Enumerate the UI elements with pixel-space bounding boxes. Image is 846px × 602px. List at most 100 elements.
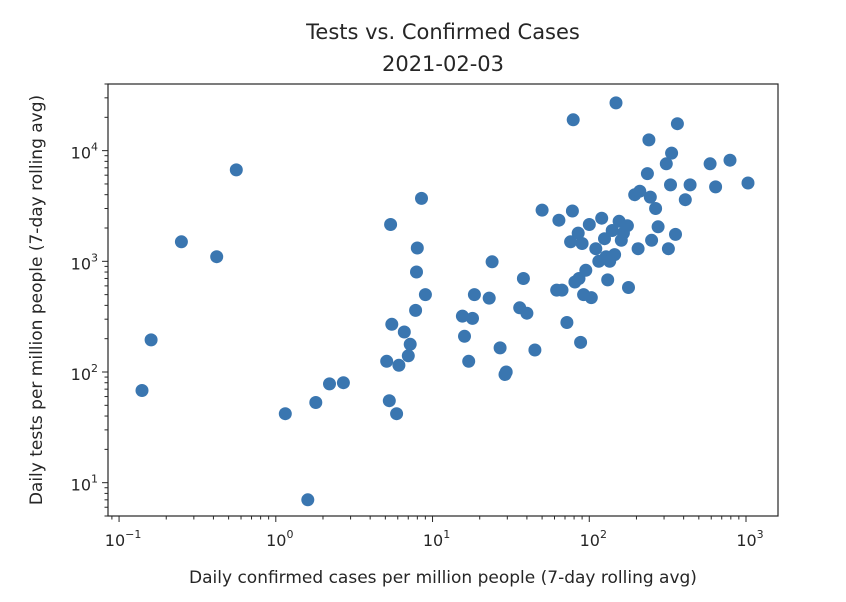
scatter-point bbox=[555, 283, 569, 297]
scatter-point bbox=[565, 204, 579, 218]
scatter-point bbox=[589, 242, 603, 256]
points-layer bbox=[135, 96, 755, 507]
scatter-point bbox=[403, 337, 417, 351]
scatter-point bbox=[493, 341, 507, 355]
scatter-point bbox=[552, 213, 566, 227]
scatter-point bbox=[601, 273, 615, 287]
x-axis-label: Daily confirmed cases per million people… bbox=[189, 568, 697, 588]
scatter-point bbox=[499, 365, 513, 379]
scatter-point bbox=[520, 306, 534, 320]
scatter-point bbox=[631, 242, 645, 256]
x-tick-label: 101 bbox=[423, 528, 450, 550]
y-tick-label-exponent: 4 bbox=[91, 141, 98, 154]
scatter-point bbox=[467, 288, 481, 302]
scatter-point bbox=[566, 113, 580, 127]
scatter-point bbox=[397, 325, 411, 339]
scatter-point bbox=[409, 303, 423, 317]
y-tick-label: 102 bbox=[71, 362, 98, 384]
scatter-point bbox=[723, 153, 737, 167]
scatter-point bbox=[633, 184, 647, 198]
scatter-point bbox=[301, 493, 315, 507]
scatter-point bbox=[458, 329, 471, 343]
scatter-point bbox=[564, 235, 578, 249]
scatter-point bbox=[535, 203, 549, 217]
scatter-point bbox=[598, 232, 611, 246]
x-tick-label-base: 10 bbox=[423, 531, 443, 550]
scatter-point bbox=[664, 178, 677, 192]
scatter-point bbox=[645, 233, 659, 247]
x-tick-label-base: 10 bbox=[105, 531, 125, 550]
scatter-point bbox=[659, 157, 673, 171]
scatter-point bbox=[418, 288, 432, 302]
scatter-point bbox=[640, 167, 654, 181]
y-tick-label-exponent: 1 bbox=[91, 473, 98, 486]
scatter-point bbox=[571, 226, 585, 240]
scatter-point bbox=[382, 394, 396, 408]
scatter-point bbox=[415, 191, 428, 205]
scatter-point bbox=[651, 220, 665, 234]
scatter-point bbox=[605, 224, 619, 237]
scatter-point bbox=[678, 193, 692, 207]
scatter-point bbox=[455, 309, 469, 323]
scatter-point bbox=[144, 333, 158, 347]
scatter-point bbox=[669, 227, 682, 241]
scatter-point bbox=[516, 272, 530, 285]
scatter-point bbox=[309, 396, 323, 409]
x-ticks: 10−1 100 101 102 103 bbox=[105, 516, 764, 550]
x-tick-label-exponent: 0 bbox=[286, 528, 293, 541]
y-tick-label: 103 bbox=[71, 251, 98, 273]
x-tick-label-exponent: 3 bbox=[757, 528, 764, 541]
scatter-point bbox=[384, 218, 398, 231]
x-tick-label-base: 10 bbox=[266, 531, 286, 550]
x-tick-label-exponent: −1 bbox=[125, 528, 141, 541]
scatter-point bbox=[574, 335, 588, 349]
scatter-point bbox=[608, 248, 622, 262]
scatter-point bbox=[229, 163, 243, 177]
x-tick-label-exponent: 1 bbox=[443, 528, 450, 541]
y-tick-label-base: 10 bbox=[71, 365, 91, 384]
scatter-point bbox=[584, 291, 598, 305]
scatter-point bbox=[643, 190, 657, 204]
y-tick-label: 101 bbox=[71, 473, 98, 495]
scatter-point bbox=[401, 349, 415, 363]
y-tick-label-exponent: 2 bbox=[91, 362, 98, 375]
x-tick-label: 100 bbox=[266, 528, 293, 550]
y-axis-label: Daily tests per million people (7-day ro… bbox=[27, 95, 47, 505]
scatter-point bbox=[135, 384, 149, 397]
scatter-point bbox=[683, 178, 697, 192]
plot-frame bbox=[107, 83, 779, 517]
y-tick-label-base: 10 bbox=[71, 254, 91, 273]
scatter-point bbox=[582, 218, 596, 231]
scatter-point bbox=[462, 354, 476, 368]
scatter-point bbox=[210, 250, 224, 264]
scatter-point bbox=[609, 96, 623, 110]
scatter-point bbox=[575, 237, 589, 250]
scatter-point bbox=[392, 358, 406, 372]
scatter-point bbox=[410, 241, 424, 255]
chart-subtitle: 2021-02-03 bbox=[382, 52, 504, 76]
scatter-point bbox=[174, 235, 188, 249]
scatter-point bbox=[665, 146, 679, 160]
x-tick-label: 10−1 bbox=[105, 528, 142, 550]
scatter-point bbox=[278, 407, 292, 421]
scatter-point bbox=[649, 202, 663, 215]
y-tick-label-base: 10 bbox=[71, 476, 91, 495]
scatter-point bbox=[385, 317, 399, 331]
scatter-point bbox=[466, 311, 479, 325]
scatter-point bbox=[482, 291, 496, 305]
scatter-point bbox=[390, 407, 404, 421]
x-tick-label: 103 bbox=[736, 528, 763, 550]
scatter-point bbox=[579, 263, 593, 277]
scatter-point bbox=[410, 265, 423, 279]
scatter-point bbox=[661, 242, 675, 256]
scatter-point bbox=[560, 316, 574, 329]
scatter-point bbox=[622, 281, 635, 294]
scatter-point bbox=[709, 180, 723, 194]
scatter-point bbox=[485, 255, 499, 269]
y-tick-label-base: 10 bbox=[71, 144, 91, 163]
y-tick-label: 104 bbox=[71, 141, 98, 163]
scatter-point bbox=[380, 354, 394, 368]
scatter-point bbox=[620, 219, 634, 233]
